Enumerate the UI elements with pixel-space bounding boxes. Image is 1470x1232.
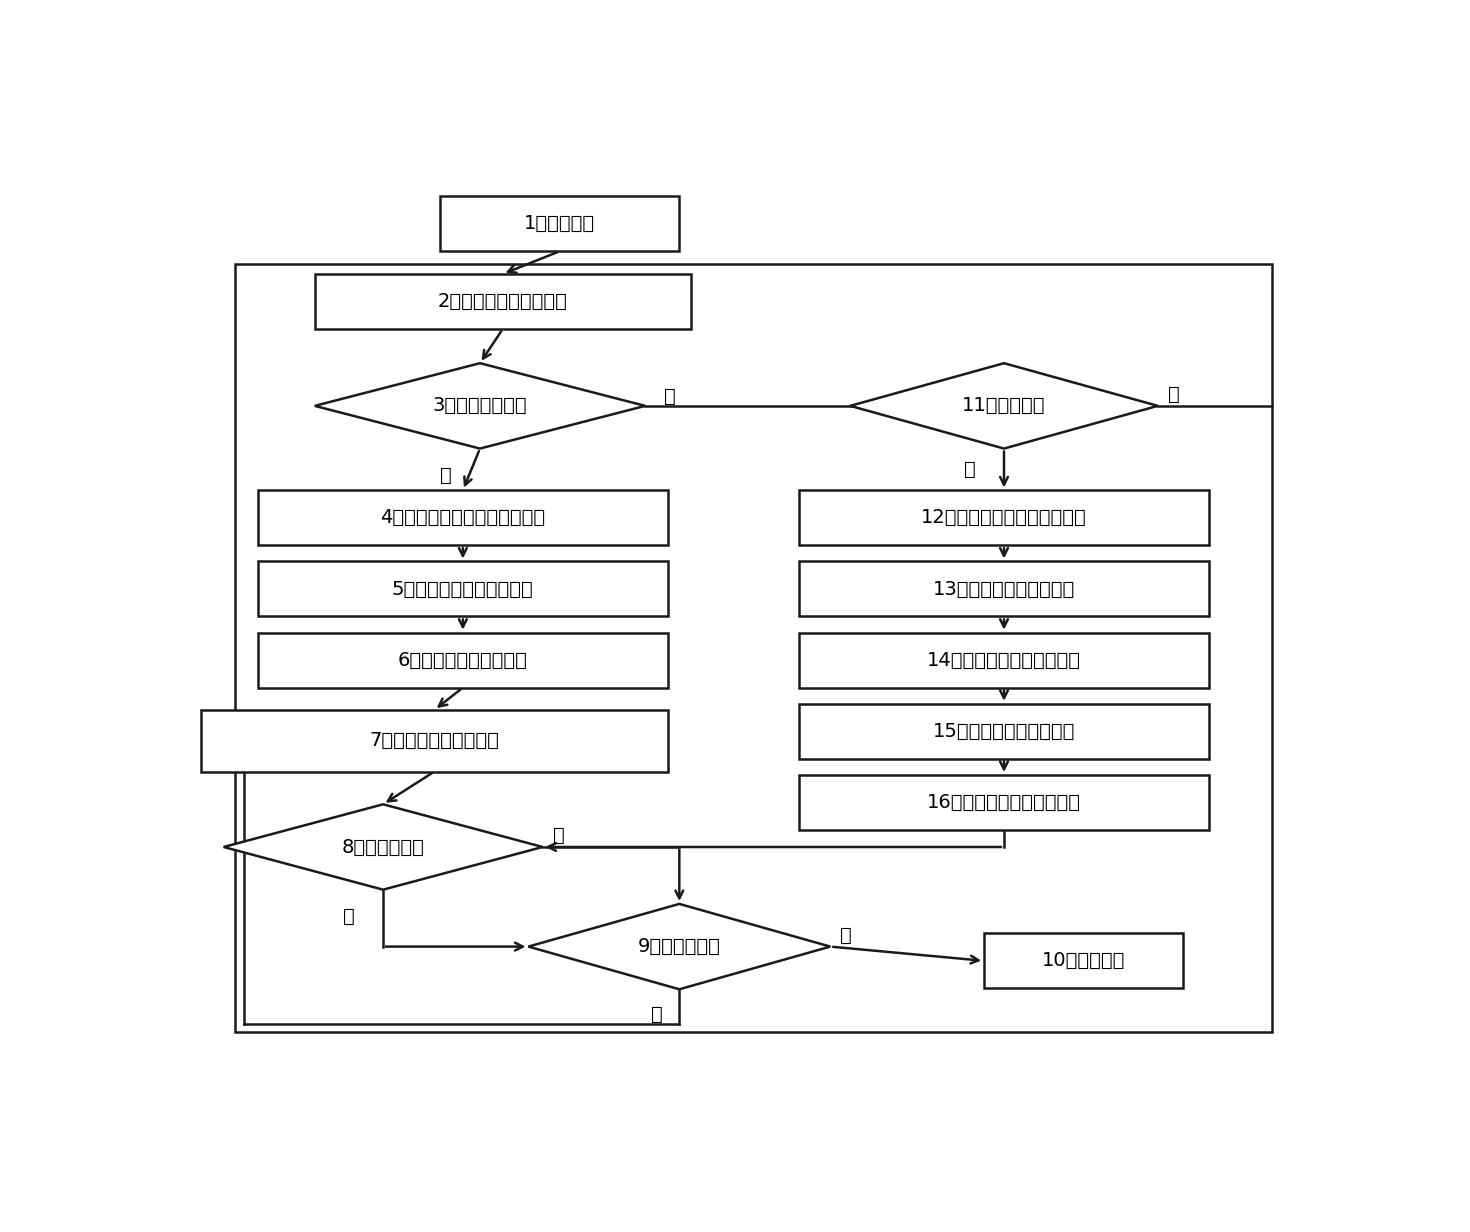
FancyBboxPatch shape — [257, 632, 667, 687]
FancyBboxPatch shape — [235, 264, 1272, 1032]
Text: 6－在定位板上上定位销: 6－在定位板上上定位销 — [398, 650, 528, 670]
FancyBboxPatch shape — [440, 196, 679, 251]
FancyBboxPatch shape — [257, 490, 667, 546]
FancyBboxPatch shape — [800, 562, 1208, 616]
Text: 是: 是 — [964, 460, 976, 479]
Text: 16－保存到数控机床数据库: 16－保存到数控机床数据库 — [928, 793, 1080, 812]
Text: 15－转换到数控机床程序: 15－转换到数控机床程序 — [933, 722, 1075, 740]
Text: 8－加工下一批: 8－加工下一批 — [341, 838, 425, 856]
Text: 9－加工新品种: 9－加工新品种 — [638, 938, 720, 956]
Text: 是: 是 — [651, 1004, 663, 1024]
Text: 否: 否 — [553, 827, 564, 845]
Text: 是: 是 — [440, 466, 451, 484]
FancyBboxPatch shape — [800, 775, 1208, 830]
Text: 7－批量加工印刷电路板: 7－批量加工印刷电路板 — [369, 732, 500, 750]
Polygon shape — [850, 363, 1158, 448]
Text: 5－安装选定编号的定位板: 5－安装选定编号的定位板 — [392, 579, 534, 599]
FancyBboxPatch shape — [800, 703, 1208, 759]
Text: 1－开机就绪: 1－开机就绪 — [525, 214, 595, 233]
Text: 否: 否 — [841, 925, 853, 945]
Text: 3－判断是否存在: 3－判断是否存在 — [432, 397, 528, 415]
Text: 否: 否 — [1167, 384, 1179, 404]
Text: 12－新置或调用定位板并安装: 12－新置或调用定位板并安装 — [922, 509, 1086, 527]
Polygon shape — [315, 363, 645, 448]
Text: 2－输入印刷电路板编号: 2－输入印刷电路板编号 — [438, 292, 567, 310]
Polygon shape — [528, 904, 831, 989]
FancyBboxPatch shape — [983, 934, 1183, 988]
FancyBboxPatch shape — [315, 274, 691, 329]
FancyBboxPatch shape — [201, 710, 667, 771]
FancyBboxPatch shape — [800, 632, 1208, 687]
Text: 否: 否 — [664, 387, 676, 405]
FancyBboxPatch shape — [257, 562, 667, 616]
Text: 10－结束工作: 10－结束工作 — [1042, 951, 1126, 971]
Text: 13－电脑绘制定位孔图形: 13－电脑绘制定位孔图形 — [933, 579, 1075, 599]
Text: 4－显示印刷电路板定位板编号: 4－显示印刷电路板定位板编号 — [381, 509, 545, 527]
Text: 11－是否增加: 11－是否增加 — [963, 397, 1045, 415]
Text: 是: 是 — [343, 907, 354, 925]
Text: 14－按照图形坐标钒定位孔: 14－按照图形坐标钒定位孔 — [928, 650, 1080, 670]
Polygon shape — [223, 804, 542, 890]
FancyBboxPatch shape — [800, 490, 1208, 546]
